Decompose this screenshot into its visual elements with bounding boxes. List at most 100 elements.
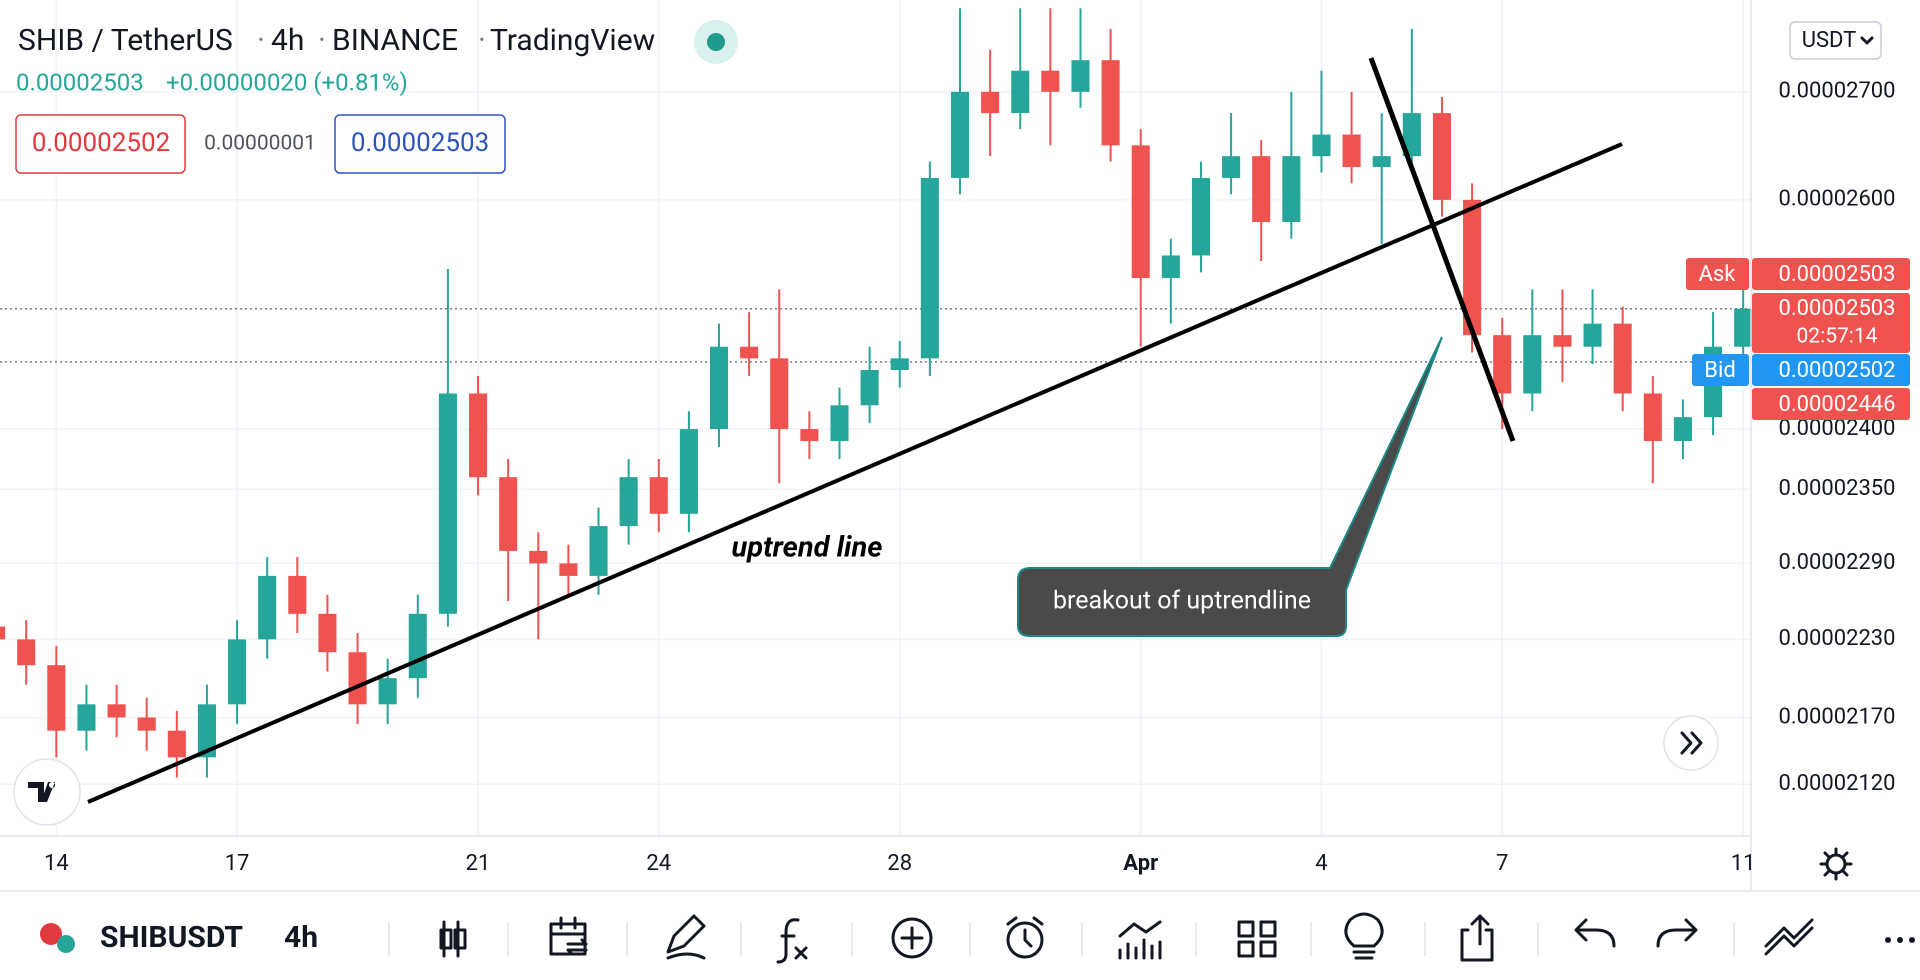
compare[interactable] (549, 916, 588, 956)
candle-body (0, 626, 6, 640)
candle-body (830, 405, 849, 441)
candle-body (860, 370, 879, 406)
candle-body (1041, 70, 1060, 92)
y-tick-label: 0.00002170 (1778, 704, 1895, 729)
candle-body (529, 550, 548, 564)
dropdown-arrow (1860, 36, 1874, 45)
candle-body (197, 704, 216, 758)
candle-body (47, 665, 66, 731)
more[interactable] (1885, 937, 1891, 943)
uptrend-line (87, 142, 1623, 804)
candle-body (1161, 255, 1180, 279)
callout (1017, 336, 1443, 637)
last-price-label: 0.00002503 (1778, 296, 1895, 321)
candle-body (709, 346, 729, 430)
ask-box (1752, 258, 1910, 290)
candle-body (288, 575, 307, 614)
candle-body (258, 575, 277, 640)
candle-body (1493, 335, 1512, 394)
candle-body (1432, 113, 1451, 200)
candle-body (1312, 134, 1331, 157)
candle-body (1583, 323, 1602, 347)
x-tick-label: 21 (466, 851, 491, 876)
candle-body (619, 477, 638, 527)
candle-body (499, 477, 518, 551)
spread: 0.00000001 (204, 132, 316, 156)
candle-body (1523, 335, 1542, 394)
x-tick-label: 28 (887, 851, 912, 876)
chart-type[interactable] (439, 920, 467, 958)
candle-body (1252, 156, 1271, 222)
candle-body (679, 429, 698, 514)
candle-body (1282, 156, 1301, 222)
low-box (1752, 388, 1910, 420)
candle-body (438, 393, 457, 614)
add[interactable] (891, 917, 933, 959)
candles (0, 8, 1753, 778)
candle-body (137, 717, 156, 731)
bid-tag: Bid (1704, 358, 1735, 383)
settings-rays (1819, 847, 1853, 881)
ideas[interactable] (1344, 912, 1384, 960)
toolbar-separators (388, 922, 1735, 956)
undo[interactable] (1574, 918, 1616, 948)
breakout-line (1368, 57, 1516, 442)
candle-body (348, 652, 367, 705)
y-tick-label: 0.00002290 (1778, 550, 1895, 575)
more (1909, 937, 1915, 943)
candle-body (1673, 417, 1692, 441)
candle-body (77, 704, 96, 731)
interval: 4h (271, 23, 304, 58)
ask-tag: Ask (1699, 262, 1737, 287)
alert[interactable] (1006, 921, 1044, 959)
ask-tag-box (1686, 258, 1749, 290)
market-status-dot (707, 33, 725, 51)
y-tick-label: 0.00002230 (1778, 626, 1895, 651)
header: SHIB / TetherUS · 4h · BINANCE · Trading… (18, 23, 655, 58)
candle-body (1553, 335, 1572, 347)
ask-price: 0.00002503 (1778, 262, 1895, 287)
x-tick-label: 14 (44, 851, 69, 876)
source: TradingView (490, 23, 655, 58)
time-axis: 14 17 21 24 28 Apr 4 7 11 (44, 851, 1756, 876)
candle-body (559, 563, 578, 576)
toolbar-symbol[interactable]: SHIBUSDT (100, 920, 243, 955)
sell-button[interactable] (15, 114, 186, 174)
uptrend-label: uptrend line (732, 531, 883, 565)
hotlist[interactable] (1764, 918, 1814, 956)
price-axis: 0.00002700 0.00002600 0.00002400 0.00002350… (1778, 79, 1895, 796)
redo[interactable] (1656, 918, 1698, 948)
settings[interactable] (1819, 847, 1853, 881)
candle-body (1101, 60, 1120, 146)
x-tick-label: 4 (1315, 851, 1327, 876)
candle-body (1131, 145, 1150, 279)
bid-price: 0.00002502 (1778, 358, 1895, 383)
buy-button[interactable] (334, 114, 506, 174)
replay[interactable] (1118, 920, 1162, 960)
candle-body (378, 678, 397, 705)
layouts[interactable] (1237, 920, 1277, 958)
more (1897, 937, 1903, 943)
alert-hands (1006, 916, 1044, 948)
candle-body (17, 639, 36, 666)
x-tick-label: 11 (1731, 851, 1756, 876)
x-tick-label: 24 (646, 851, 671, 876)
buy-price: 0.00002503 (351, 128, 489, 158)
currency-select[interactable] (1789, 21, 1882, 60)
countdown: 02:57:14 (1797, 325, 1878, 349)
candle-body (589, 526, 608, 576)
draw[interactable] (666, 914, 706, 960)
separator: · (318, 23, 326, 58)
symbol-name: SHIB / TetherUS (18, 23, 233, 58)
candle-body (1342, 134, 1361, 168)
coin-icon-2 (57, 935, 75, 953)
candle-body (800, 429, 819, 441)
toolbar-interval[interactable]: 4h (284, 920, 318, 955)
candle-body (1613, 323, 1632, 394)
last-price: 0.00002503 (16, 68, 144, 96)
coin-icon (40, 923, 62, 945)
share[interactable] (1460, 914, 1494, 962)
candle-body (1222, 156, 1241, 178)
candle-body (1372, 156, 1391, 168)
indicators[interactable] (776, 918, 808, 964)
